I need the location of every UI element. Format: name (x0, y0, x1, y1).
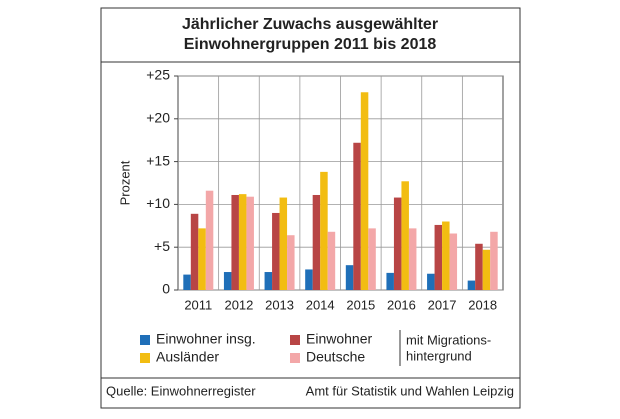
bar (393, 197, 402, 290)
x-tick-label: 2017 (428, 297, 457, 312)
annotation: mit Migrations- (406, 332, 491, 347)
bar (353, 142, 361, 290)
source: Quelle: Einwohnerregister (106, 383, 256, 398)
bar (320, 171, 328, 290)
y-tick-label: +10 (146, 195, 170, 211)
bar (287, 235, 295, 290)
chart-title: Jährlicher Zuwachs ausgewählter (182, 16, 438, 33)
bar (231, 194, 239, 290)
bar (401, 181, 409, 290)
bar (408, 228, 417, 290)
x-tick-label: 2014 (306, 297, 335, 312)
bar (223, 272, 232, 290)
chart-title: Einwohnergruppen 2011 bis 2018 (184, 36, 437, 53)
bar (279, 197, 288, 290)
y-axis-label: Prozent (117, 160, 132, 205)
bar (467, 280, 476, 290)
x-tick-label: 2015 (346, 297, 375, 312)
bar (368, 228, 376, 290)
bar (246, 196, 254, 290)
y-tick-label: +5 (154, 238, 170, 254)
bar (312, 194, 321, 290)
bar (190, 213, 199, 290)
bar (490, 231, 498, 290)
legend-label: Ausländer (156, 349, 219, 365)
bar (238, 194, 247, 290)
bar (272, 212, 280, 290)
publisher: Amt für Statistik und Wahlen Leipzig (306, 383, 514, 398)
bar (434, 224, 443, 290)
bar (345, 265, 354, 290)
bar (482, 249, 491, 290)
bar (305, 269, 313, 290)
bar (386, 272, 394, 290)
y-tick-label: +15 (146, 152, 170, 168)
legend-swatch (290, 335, 300, 345)
y-tick-label: +20 (146, 110, 170, 126)
bar (198, 228, 206, 290)
bar (449, 233, 458, 290)
bar (205, 190, 214, 290)
bar (442, 221, 450, 290)
y-tick-label: 0 (162, 281, 170, 297)
legend-swatch (140, 353, 150, 363)
x-tick-label: 2016 (387, 297, 416, 312)
x-tick-label: 2012 (224, 297, 253, 312)
legend-swatch (290, 353, 300, 363)
legend-swatch (140, 335, 150, 345)
legend-label: Deutsche (306, 349, 365, 365)
annotation: hintergrund (406, 348, 472, 363)
legend-label: Einwohner (306, 331, 372, 347)
legend-label: Einwohner insg. (156, 331, 256, 347)
y-tick-label: +25 (146, 67, 170, 83)
bar (475, 243, 483, 290)
x-tick-label: 2018 (468, 297, 497, 312)
bar (327, 231, 336, 290)
bar (183, 274, 191, 290)
bar (264, 272, 273, 290)
x-tick-label: 2013 (265, 297, 294, 312)
x-tick-label: 2011 (184, 297, 212, 312)
bar (427, 273, 435, 290)
bar (360, 92, 369, 290)
